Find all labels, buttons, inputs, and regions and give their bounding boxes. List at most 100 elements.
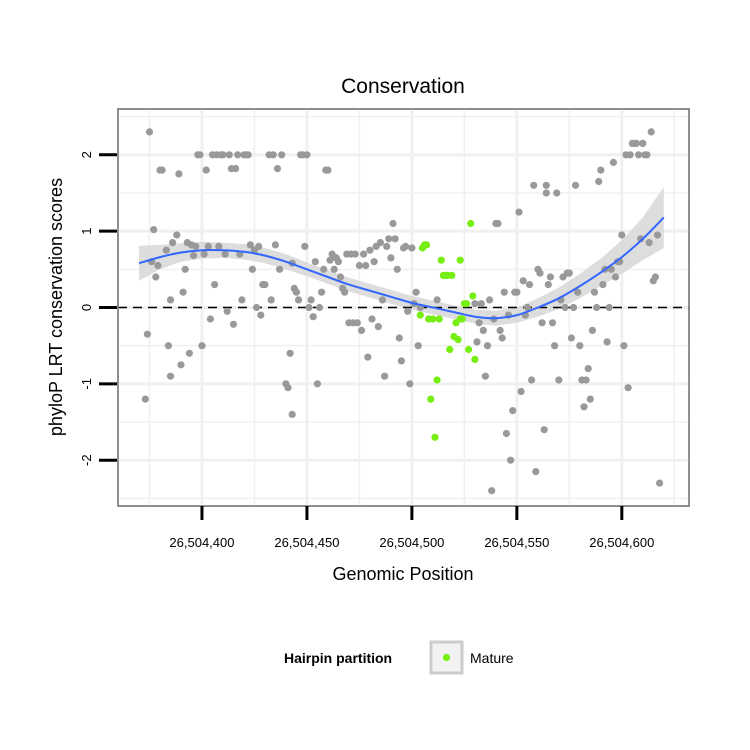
point-other	[313, 380, 321, 388]
point-other	[355, 261, 363, 270]
point-other	[643, 151, 651, 159]
point-other	[366, 246, 374, 254]
point-other	[389, 219, 397, 228]
point-other	[404, 307, 412, 315]
point-other	[248, 265, 256, 273]
mature-points	[416, 219, 479, 441]
point-mature	[427, 395, 435, 403]
point-other	[166, 372, 175, 380]
point-mature	[469, 292, 477, 300]
y-tick-label: 0	[79, 304, 94, 311]
point-other	[215, 242, 223, 250]
point-mature	[467, 219, 475, 228]
point-other	[565, 269, 573, 277]
point-other	[525, 281, 534, 289]
y-tick-label: 1	[79, 228, 94, 235]
point-mature	[465, 345, 473, 354]
point-other	[530, 181, 538, 189]
point-other	[500, 288, 508, 296]
point-other	[200, 250, 208, 258]
point-other	[574, 288, 582, 296]
smooth-trend-line	[138, 216, 665, 320]
point-other	[498, 334, 506, 342]
point-other	[141, 395, 149, 403]
point-other	[374, 323, 382, 331]
point-other	[624, 384, 632, 392]
point-other	[647, 128, 655, 136]
point-other	[383, 242, 391, 250]
point-other	[166, 296, 175, 304]
point-other	[175, 170, 183, 178]
point-other	[639, 139, 647, 147]
point-other	[309, 313, 317, 321]
point-other	[391, 235, 399, 243]
point-other	[481, 372, 489, 380]
point-other	[477, 300, 485, 308]
point-other	[267, 296, 275, 304]
point-other	[318, 288, 326, 296]
point-other	[502, 429, 510, 438]
point-other	[569, 303, 578, 312]
point-other	[656, 479, 664, 487]
point-other	[523, 303, 532, 312]
point-other	[169, 239, 177, 247]
point-other	[198, 342, 206, 350]
point-other	[513, 288, 521, 296]
point-mature	[448, 271, 456, 279]
point-other	[145, 128, 154, 136]
point-other	[192, 242, 200, 250]
point-other	[181, 265, 189, 273]
legend-label-mature: Mature	[470, 650, 514, 666]
point-other	[387, 254, 395, 262]
point-mature	[462, 300, 471, 308]
point-other	[645, 239, 653, 247]
point-mature	[437, 256, 445, 264]
point-other	[294, 296, 303, 304]
point-other	[162, 246, 170, 254]
x-tick-label: 26,504,400	[169, 535, 234, 550]
point-other	[572, 181, 580, 189]
other-points	[141, 128, 664, 495]
point-other	[196, 151, 204, 159]
point-other	[238, 296, 246, 304]
point-other	[376, 239, 384, 247]
point-mature	[471, 355, 479, 363]
point-other	[576, 342, 584, 350]
point-other	[357, 326, 366, 334]
point-other	[635, 151, 643, 159]
legend-key-mature	[442, 653, 451, 662]
point-other	[580, 403, 588, 411]
legend: Hairpin partition Mature	[284, 640, 514, 675]
point-other	[190, 252, 198, 260]
point-other	[271, 241, 279, 249]
point-other	[150, 226, 158, 234]
point-other	[368, 315, 376, 323]
point-other	[269, 151, 277, 159]
point-other	[288, 410, 296, 418]
point-other	[595, 177, 603, 186]
point-other	[246, 241, 254, 249]
point-other	[548, 319, 557, 327]
point-mature	[456, 256, 464, 264]
point-mature	[429, 315, 437, 323]
point-other	[179, 288, 187, 296]
confidence-band	[139, 186, 664, 326]
point-other	[303, 151, 311, 159]
point-mature	[446, 345, 454, 354]
point-other	[364, 353, 372, 361]
point-other	[276, 265, 284, 273]
point-other	[173, 231, 181, 239]
point-mature	[416, 311, 424, 319]
point-other	[255, 242, 263, 250]
point-other	[381, 372, 389, 380]
point-other	[158, 166, 166, 174]
point-mature	[454, 336, 462, 344]
point-other	[532, 468, 540, 476]
y-tick-label: 2	[79, 151, 94, 158]
point-other	[542, 181, 550, 189]
point-other	[651, 273, 660, 281]
point-other	[330, 265, 338, 273]
point-other	[154, 261, 162, 270]
point-other	[586, 395, 594, 403]
